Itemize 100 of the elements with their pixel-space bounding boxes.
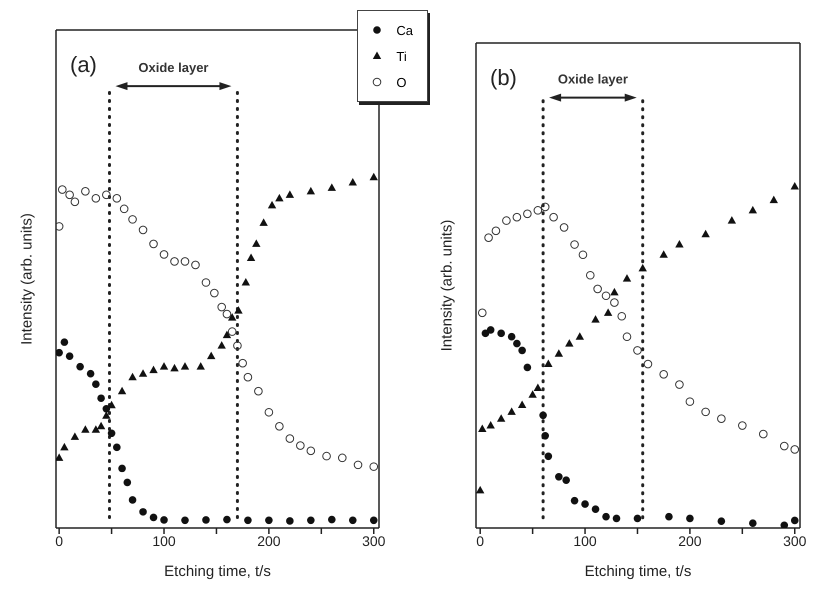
- x-axis-title: Etching time, t/s: [584, 563, 692, 580]
- point: [586, 270, 595, 280]
- point: [180, 362, 190, 370]
- point: [544, 452, 552, 460]
- point: [296, 441, 305, 450]
- point: [554, 349, 564, 357]
- point: [622, 274, 632, 282]
- point: [322, 452, 331, 460]
- text: Oxide layer: [558, 72, 628, 87]
- point: [60, 442, 69, 450]
- point: [160, 516, 168, 524]
- point: [790, 182, 799, 190]
- point: [476, 486, 484, 494]
- point: [112, 194, 122, 203]
- point: [180, 257, 190, 266]
- point: [97, 394, 105, 402]
- point: [252, 239, 260, 247]
- point: [718, 517, 726, 525]
- y-axis-title: Intensity (arb. units): [18, 213, 36, 345]
- point: [497, 330, 505, 338]
- point: [65, 190, 74, 200]
- point: [223, 516, 231, 524]
- point: [749, 519, 757, 528]
- point: [56, 348, 63, 356]
- point: [86, 370, 94, 378]
- point: [70, 198, 80, 206]
- point: [118, 464, 126, 472]
- point: [717, 414, 726, 424]
- point: [348, 178, 357, 186]
- legend-label: Ti: [396, 48, 407, 64]
- point: [354, 460, 362, 470]
- point: [238, 358, 247, 368]
- point: [217, 341, 226, 349]
- point: [149, 366, 158, 374]
- point: [675, 380, 684, 389]
- point: [81, 425, 90, 433]
- point: [81, 187, 90, 196]
- point: [244, 516, 252, 524]
- point: [478, 424, 486, 432]
- x-tick-label: 300: [783, 532, 807, 549]
- point: [675, 240, 684, 248]
- point: [102, 190, 111, 200]
- x-tick-label: 200: [257, 532, 281, 549]
- legend-label: Ca: [396, 22, 413, 38]
- point: [92, 380, 100, 388]
- point: [790, 516, 799, 524]
- point: [528, 390, 537, 398]
- point: [328, 183, 336, 191]
- point: [701, 408, 710, 416]
- point: [638, 264, 647, 272]
- text: Oxide layer: [138, 60, 209, 76]
- point: [202, 516, 210, 524]
- point: [234, 306, 243, 314]
- point: [534, 383, 542, 391]
- point: [118, 386, 126, 394]
- point: [534, 206, 542, 215]
- point: [513, 340, 521, 348]
- point: [92, 425, 100, 433]
- point: [228, 327, 236, 336]
- point: [254, 386, 263, 396]
- point: [128, 215, 137, 224]
- point: [370, 172, 378, 180]
- point: [56, 222, 64, 231]
- point: [138, 369, 148, 377]
- point: [578, 250, 588, 260]
- point: [486, 421, 495, 429]
- point: [307, 516, 315, 524]
- point: [370, 516, 378, 524]
- point: [202, 278, 210, 287]
- point: [770, 196, 778, 204]
- point: [686, 514, 694, 522]
- point: [524, 364, 532, 372]
- point: [275, 194, 284, 202]
- point: [222, 330, 232, 338]
- point: [780, 442, 789, 450]
- point: [170, 257, 179, 266]
- point: [570, 240, 579, 249]
- point: [591, 315, 600, 323]
- point: [665, 512, 673, 521]
- point: [610, 288, 619, 296]
- point: [210, 288, 219, 298]
- point: [549, 212, 558, 222]
- point: [604, 308, 612, 316]
- text: (a): [70, 52, 97, 78]
- point: [541, 432, 550, 440]
- point: [228, 313, 236, 321]
- point: [264, 408, 274, 417]
- point: [96, 422, 106, 430]
- point: [622, 332, 632, 342]
- point: [268, 200, 276, 208]
- point: [120, 204, 128, 214]
- point: [555, 472, 563, 481]
- point: [738, 421, 747, 430]
- point: [518, 346, 526, 354]
- point: [128, 496, 136, 504]
- point: [686, 397, 694, 406]
- point: [113, 444, 121, 452]
- y-axis-title: Intensity (arb. units): [438, 220, 456, 352]
- point: [150, 514, 158, 522]
- point: [484, 233, 493, 242]
